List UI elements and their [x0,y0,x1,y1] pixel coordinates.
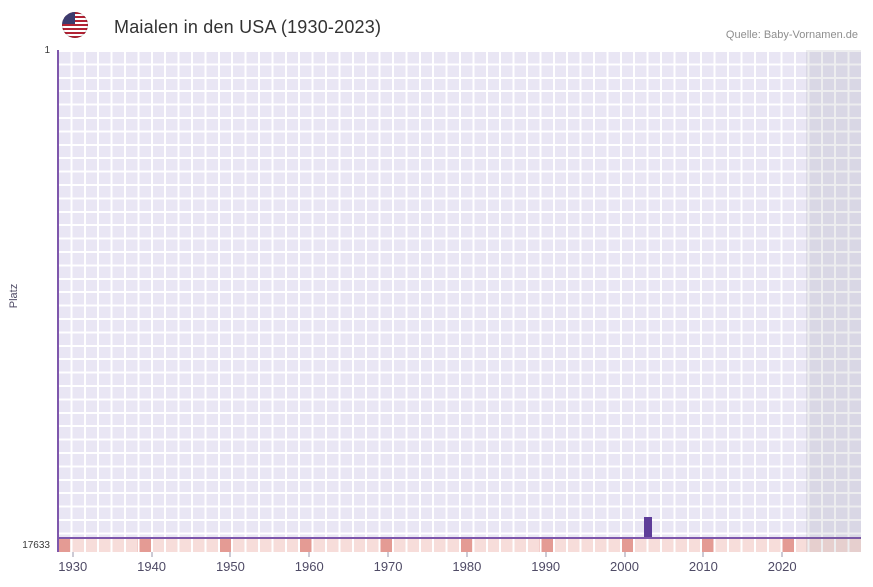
x-tick-label: 1990 [531,559,561,574]
timeline-strip-accent-cell [217,539,232,552]
x-tick-mark [308,552,310,557]
x-tick-label: 1980 [452,559,482,574]
x-tick-mark [545,552,547,557]
no-data-band [805,50,861,552]
x-axis-ticks [57,552,861,558]
timeline-strip-accent-cell [57,539,71,552]
plot-area [57,50,861,552]
x-tick-label: 2000 [610,559,639,574]
y-tick-label-bottom: 17633 [22,540,50,551]
x-tick-mark [387,552,389,557]
timeline-strip-accent-cell [780,539,794,552]
bars-layer [57,50,861,537]
x-axis-line [57,537,861,539]
timeline-strip-accent-cell [619,539,634,552]
x-tick-mark [229,552,231,557]
y-axis-title: Platz [8,283,20,309]
us-flag-canton [62,12,75,24]
timeline-strip-accent-cell [298,539,312,552]
timeline-strip-accent-cell [137,539,151,552]
x-tick-label: 2010 [688,559,718,574]
x-tick-label: 1950 [215,559,245,574]
x-tick-mark [72,552,74,557]
timeline-strip-accent-cell [378,539,392,552]
x-axis-labels: 1930 1940 1950 1960 1970 1980 1990 2000 2010 2020 [57,559,861,577]
chart-title: Maialen in den USA (1930-2023) [114,17,382,37]
x-tick-mark [151,552,153,557]
x-tick-label: 1970 [373,559,403,574]
timeline-strip-accent-cell [459,539,473,552]
rank-bar [644,516,653,537]
x-tick-mark [781,552,783,557]
y-axis-line [57,50,59,552]
timeline-strip [57,539,861,552]
timeline-strip-accent-cell [539,539,553,552]
plot-grid [57,50,861,537]
x-tick-mark [702,552,704,557]
x-tick-label: 2020 [767,559,797,574]
y-tick-label-top: 1 [44,45,50,56]
timeline-strip-accent-cell [700,539,714,552]
x-tick-label: 1940 [137,559,167,574]
x-tick-mark [466,552,468,557]
x-tick-label: 1960 [294,559,324,574]
source-credit: Quelle: Baby-Vornamen.de [725,29,858,41]
us-flag-icon [62,12,88,38]
x-tick-label: 1930 [58,559,88,574]
x-tick-mark [624,552,626,557]
